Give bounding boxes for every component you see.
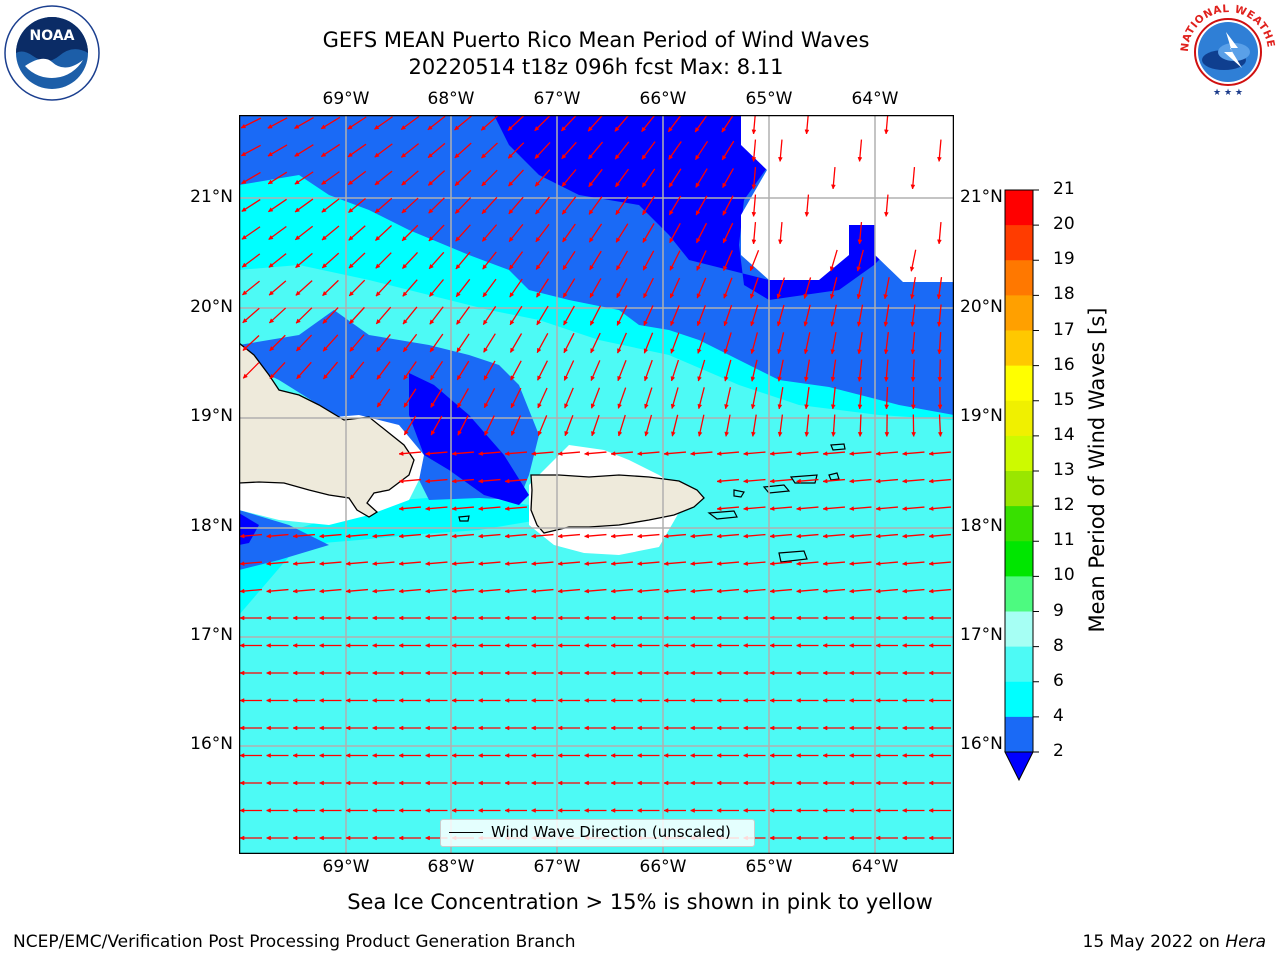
colorbar-box <box>1005 646 1033 683</box>
lon-label-bottom: 65°W <box>745 857 793 877</box>
map-frame <box>239 115 954 854</box>
lat-label-left: 20°N <box>190 297 233 317</box>
colorbar-tick-label: 15 <box>1053 389 1075 410</box>
colorbar-box <box>1005 506 1033 542</box>
map-title: GEFS MEAN Puerto Rico Mean Period of Win… <box>322 28 870 52</box>
lon-label-bottom: 64°W <box>851 857 899 877</box>
footer-branch: NCEP/EMC/Verification Post Processing Pr… <box>13 932 576 952</box>
colorbar-box <box>1005 716 1033 753</box>
colorbar-tick-label: 8 <box>1053 635 1064 656</box>
puerto-rico-land <box>530 474 705 534</box>
sea-ice-caption: Sea Ice Concentration > 15% is shown in … <box>347 890 933 914</box>
colorbar-tick-label: 10 <box>1053 565 1075 586</box>
colorbar-box <box>1005 400 1033 437</box>
colorbar-tick-label: 2 <box>1053 741 1064 761</box>
lat-label-left: 17°N <box>190 625 233 645</box>
legend-label: Wind Wave Direction (unscaled) <box>491 823 731 841</box>
map-legend: Wind Wave Direction (unscaled) <box>440 819 755 847</box>
colorbar-tick-label: 19 <box>1053 249 1075 270</box>
lat-label-left: 21°N <box>190 187 233 207</box>
lat-label-right: 17°N <box>960 625 1003 645</box>
colorbar-tick-label: 14 <box>1053 424 1075 445</box>
colorbar-box <box>1005 681 1033 718</box>
nws-logo: NATIONAL WEATHER SERVICE ★ ★ ★ <box>1178 2 1276 99</box>
wind-wave-map <box>239 115 954 854</box>
lon-label-top: 64°W <box>851 89 899 109</box>
colorbar-box <box>1005 190 1033 226</box>
colorbar-tick-label: 21 <box>1053 179 1075 199</box>
colorbar-tick-label: 13 <box>1053 460 1075 480</box>
lat-label-left: 19°N <box>190 406 233 426</box>
lat-label-right: 18°N <box>960 516 1003 536</box>
lon-label-bottom: 69°W <box>322 857 370 877</box>
map-gridlines <box>239 115 954 854</box>
colorbar-tick-label: 17 <box>1053 319 1075 340</box>
footer-host: Hera <box>1225 932 1266 952</box>
hispaniola-land <box>239 342 415 518</box>
lon-label-top: 65°W <box>745 89 793 109</box>
colorbar-tick-label: 4 <box>1053 705 1064 726</box>
lat-label-right: 19°N <box>960 406 1003 426</box>
lat-label-left: 16°N <box>190 734 233 754</box>
lon-label-top: 66°W <box>639 89 687 109</box>
colorbar-tick-label: 11 <box>1053 530 1075 551</box>
colorbar-extension <box>1004 751 1034 782</box>
footer-date: 15 May 2022 on Hera <box>1082 932 1267 952</box>
colorbar-tick-label: 18 <box>1053 284 1075 305</box>
map-subtitle: 20220514 t18z 096h fcst Max: 8.11 <box>408 55 784 79</box>
noaa-logo: NOAA <box>4 5 100 101</box>
virgin-islands <box>458 443 846 563</box>
colorbar-box <box>1005 541 1033 577</box>
lon-label-bottom: 66°W <box>639 857 687 877</box>
legend-line-icon <box>449 832 483 833</box>
lat-label-right: 20°N <box>960 297 1003 317</box>
colorbar-box <box>1005 611 1033 648</box>
lon-label-top: 68°W <box>427 89 475 109</box>
colorbar-box <box>1005 471 1033 507</box>
colorbar-box <box>1005 225 1033 261</box>
lon-label-bottom: 67°W <box>533 857 581 877</box>
colorbar-box <box>1005 576 1033 612</box>
colorbar <box>1004 189 1039 782</box>
noaa-logo-text: NOAA <box>30 28 75 44</box>
colorbar-tick-label: 12 <box>1053 495 1075 516</box>
colorbar-box <box>1005 435 1033 472</box>
colorbar-box <box>1005 365 1033 402</box>
colorbar-tick-label: 6 <box>1053 670 1064 691</box>
colorbar-box <box>1005 295 1033 331</box>
lat-label-right: 16°N <box>960 734 1003 754</box>
colorbar-tick-label: 20 <box>1053 214 1075 235</box>
period-band-lt-2 <box>239 115 899 545</box>
lon-label-top: 69°W <box>322 89 370 109</box>
wind-wave-direction-arrows <box>239 115 952 841</box>
colorbar-box <box>1005 260 1033 296</box>
lat-label-left: 18°N <box>190 516 233 536</box>
colorbar-tick-label: 16 <box>1053 354 1075 375</box>
nws-logo-stars: ★ ★ ★ <box>1213 88 1243 98</box>
lon-label-bottom: 68°W <box>427 857 475 877</box>
lon-label-top: 67°W <box>533 89 581 109</box>
colorbar-tick-label: 9 <box>1053 600 1064 621</box>
colorbar-box <box>1005 330 1033 367</box>
lat-label-right: 21°N <box>960 187 1003 207</box>
